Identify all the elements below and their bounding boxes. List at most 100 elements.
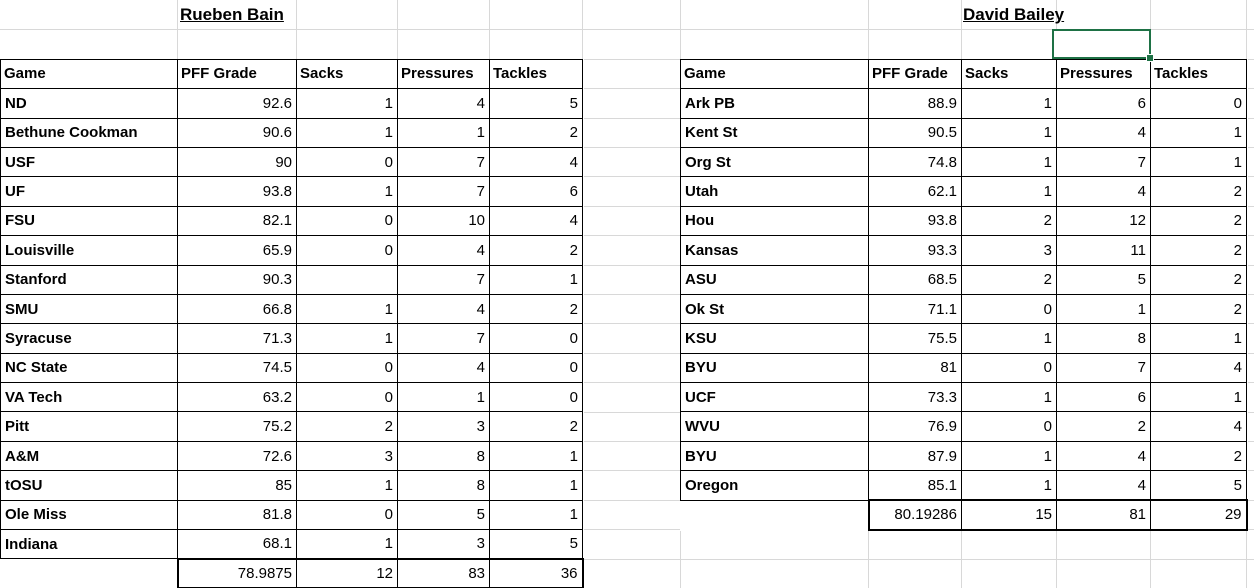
cell[interactable]: 1 [1056, 293, 1151, 325]
cell[interactable]: 90.6 [177, 117, 297, 148]
cell[interactable]: USF [0, 146, 178, 178]
selected-cell[interactable] [1052, 29, 1154, 62]
cell[interactable]: 6 [489, 176, 583, 207]
cell[interactable]: 3 [397, 529, 490, 560]
cell[interactable]: 1 [489, 440, 583, 472]
cell[interactable]: 0 [296, 146, 398, 178]
cell[interactable]: 7 [1056, 352, 1151, 384]
header-cell[interactable]: Tackles [489, 58, 583, 90]
cell[interactable]: 85.1 [868, 470, 962, 501]
cell[interactable]: 92.6 [177, 88, 297, 119]
cell[interactable]: 1 [397, 382, 490, 413]
cell[interactable]: 2 [961, 205, 1057, 237]
cell[interactable]: 2 [1150, 440, 1247, 472]
cell[interactable]: 93.8 [868, 205, 962, 237]
cell[interactable]: Louisville [0, 235, 178, 266]
cell[interactable]: 1 [1150, 323, 1247, 354]
cell[interactable]: 4 [489, 146, 583, 178]
cell[interactable]: Syracuse [0, 323, 178, 354]
cell[interactable] [0, 558, 178, 588]
cell[interactable]: 0 [296, 499, 398, 531]
total-pressures[interactable]: 83 [397, 557, 490, 588]
cell[interactable]: Indiana [0, 529, 178, 560]
total-pff-grade[interactable]: 78.9875 [176, 557, 297, 588]
cell[interactable]: Stanford [0, 264, 178, 295]
cell[interactable]: 66.8 [177, 293, 297, 325]
cell[interactable]: 10 [397, 205, 490, 237]
cell[interactable]: 4 [1056, 440, 1151, 472]
cell[interactable]: 71.3 [177, 323, 297, 354]
cell[interactable]: 75.2 [177, 411, 297, 442]
cell[interactable]: 5 [397, 499, 490, 531]
cell[interactable]: 7 [397, 323, 490, 354]
cell[interactable]: 11 [1056, 235, 1151, 266]
cell[interactable]: 2 [489, 293, 583, 325]
cell[interactable]: 4 [1150, 411, 1247, 442]
cell[interactable]: 1 [961, 117, 1057, 148]
total-tackles[interactable]: 36 [489, 557, 584, 588]
cell[interactable]: 0 [961, 293, 1057, 325]
cell[interactable]: 3 [961, 235, 1057, 266]
cell[interactable]: 5 [489, 529, 583, 560]
cell[interactable]: 1 [1150, 382, 1247, 413]
cell[interactable]: 2 [489, 411, 583, 442]
cell[interactable]: 3 [397, 411, 490, 442]
cell[interactable]: 75.5 [868, 323, 962, 354]
header-cell[interactable]: Game [0, 58, 178, 90]
cell[interactable]: 5 [1056, 264, 1151, 295]
cell[interactable]: tOSU [0, 470, 178, 501]
cell[interactable]: 2 [1056, 411, 1151, 442]
cell[interactable]: 1 [397, 117, 490, 148]
cell[interactable]: 4 [397, 235, 490, 266]
cell[interactable]: 0 [489, 323, 583, 354]
cell[interactable]: 81 [868, 352, 962, 384]
header-cell[interactable]: Sacks [296, 58, 398, 90]
cell[interactable]: 12 [1056, 205, 1151, 237]
cell[interactable]: 4 [489, 205, 583, 237]
fill-handle[interactable] [1146, 54, 1154, 62]
cell[interactable]: 5 [1150, 470, 1247, 501]
cell[interactable]: Org St [680, 146, 869, 178]
cell[interactable]: Pitt [0, 411, 178, 442]
cell[interactable]: 6 [1056, 88, 1151, 119]
cell[interactable]: 2 [1150, 293, 1247, 325]
cell[interactable]: UCF [680, 382, 869, 413]
cell[interactable]: 0 [489, 382, 583, 413]
cell[interactable]: 2 [1150, 176, 1247, 207]
cell[interactable]: 82.1 [177, 205, 297, 237]
cell[interactable]: 93.8 [177, 176, 297, 207]
cell[interactable]: 81.8 [177, 499, 297, 531]
cell[interactable]: 62.1 [868, 176, 962, 207]
total-pressures[interactable]: 81 [1056, 499, 1151, 531]
cell[interactable]: 4 [397, 88, 490, 119]
cell[interactable]: 1 [961, 440, 1057, 472]
cell[interactable]: 0 [296, 382, 398, 413]
header-cell[interactable]: PFF Grade [177, 58, 297, 90]
cell[interactable]: BYU [680, 440, 869, 472]
cell[interactable]: 1 [1150, 146, 1247, 178]
cell[interactable]: 1 [296, 88, 398, 119]
cell[interactable]: 2 [296, 411, 398, 442]
cell[interactable]: 8 [1056, 323, 1151, 354]
cell[interactable]: 74.8 [868, 146, 962, 178]
cell[interactable]: 8 [397, 470, 490, 501]
cell[interactable]: 68.1 [177, 529, 297, 560]
cell[interactable]: 1 [296, 529, 398, 560]
cell[interactable]: 93.3 [868, 235, 962, 266]
cell[interactable]: 71.1 [868, 293, 962, 325]
cell[interactable]: 4 [1056, 470, 1151, 501]
total-pff-grade[interactable]: 80.19286 [867, 499, 962, 531]
cell[interactable]: 0 [1150, 88, 1247, 119]
cell[interactable]: 2 [1150, 235, 1247, 266]
cell[interactable]: 1 [296, 323, 398, 354]
cell[interactable]: 65.9 [177, 235, 297, 266]
cell[interactable] [296, 264, 398, 295]
cell[interactable]: 90.3 [177, 264, 297, 295]
cell[interactable]: 7 [397, 146, 490, 178]
cell[interactable]: 1 [296, 293, 398, 325]
cell[interactable]: 1 [489, 264, 583, 295]
cell[interactable]: 7 [397, 264, 490, 295]
cell[interactable]: 90 [177, 146, 297, 178]
cell[interactable]: 5 [489, 88, 583, 119]
cell[interactable]: 87.9 [868, 440, 962, 472]
